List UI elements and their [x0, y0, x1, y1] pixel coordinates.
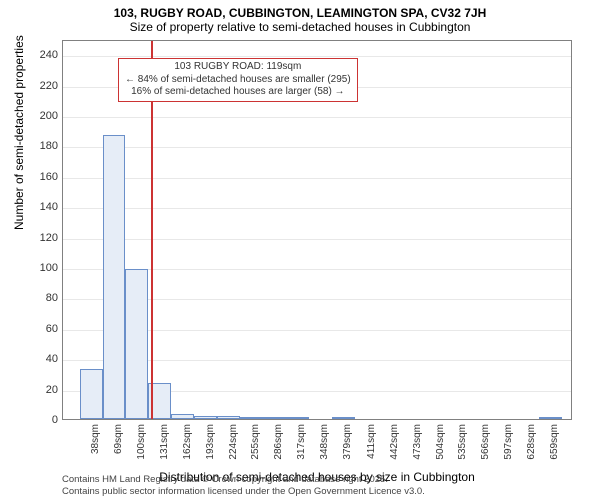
y-tick-label: 120	[18, 233, 58, 243]
chart-title-line1: 103, RUGBY ROAD, CUBBINGTON, LEAMINGTON …	[0, 0, 600, 20]
y-axis-label: Number of semi-detached properties	[12, 35, 26, 230]
x-tick-label: 473sqm	[412, 424, 423, 464]
histogram-bar	[171, 414, 194, 419]
histogram-bar	[332, 417, 355, 419]
x-tick-label: 348sqm	[319, 424, 330, 464]
histogram-bar	[286, 417, 309, 419]
x-tick-label: 317sqm	[296, 424, 307, 464]
gridline	[63, 147, 571, 148]
y-tick-label: 140	[18, 202, 58, 212]
y-tick-label: 180	[18, 141, 58, 151]
x-tick-label: 566sqm	[480, 424, 491, 464]
annotation-line: 103 RUGBY ROAD: 119sqm	[125, 61, 351, 74]
credits-line1: Contains HM Land Registry data © Crown c…	[62, 474, 425, 485]
y-tick-label: 60	[18, 324, 58, 334]
x-tick-label: 224sqm	[228, 424, 239, 464]
y-tick-label: 100	[18, 263, 58, 273]
histogram-bar	[539, 417, 562, 419]
y-tick-label: 20	[18, 385, 58, 395]
histogram-bar	[194, 416, 217, 419]
x-tick-label: 255sqm	[250, 424, 261, 464]
histogram-bar	[103, 135, 126, 419]
chart-title-line2: Size of property relative to semi-detach…	[0, 20, 600, 38]
x-tick-label: 286sqm	[273, 424, 284, 464]
y-tick-label: 80	[18, 293, 58, 303]
x-tick-label: 535sqm	[457, 424, 468, 464]
y-tick-label: 40	[18, 354, 58, 364]
y-tick-label: 0	[18, 415, 58, 425]
x-tick-label: 38sqm	[90, 424, 101, 464]
gridline	[63, 117, 571, 118]
y-tick-label: 200	[18, 111, 58, 121]
histogram-bar	[240, 417, 263, 419]
histogram-bar	[125, 269, 148, 419]
plot-region: 103 RUGBY ROAD: 119sqm← 84% of semi-deta…	[62, 40, 572, 420]
gridline	[63, 178, 571, 179]
x-tick-label: 379sqm	[342, 424, 353, 464]
x-tick-label: 162sqm	[182, 424, 193, 464]
y-tick-label: 220	[18, 81, 58, 91]
credits: Contains HM Land Registry data © Crown c…	[62, 474, 425, 497]
x-tick-label: 597sqm	[503, 424, 514, 464]
chart-area: 103 RUGBY ROAD: 119sqm← 84% of semi-deta…	[62, 40, 572, 420]
gridline	[63, 208, 571, 209]
histogram-bar	[263, 417, 286, 419]
x-tick-label: 100sqm	[136, 424, 147, 464]
gridline	[63, 239, 571, 240]
annotation-box: 103 RUGBY ROAD: 119sqm← 84% of semi-deta…	[118, 58, 358, 102]
x-tick-label: 659sqm	[549, 424, 560, 464]
y-tick-label: 160	[18, 172, 58, 182]
x-tick-label: 69sqm	[113, 424, 124, 464]
x-tick-label: 442sqm	[389, 424, 400, 464]
annotation-line: ← 84% of semi-detached houses are smalle…	[125, 74, 351, 87]
x-tick-label: 131sqm	[159, 424, 170, 464]
y-tick-label: 240	[18, 50, 58, 60]
x-tick-label: 193sqm	[205, 424, 216, 464]
histogram-bar	[217, 416, 240, 419]
x-tick-label: 504sqm	[435, 424, 446, 464]
histogram-bar	[80, 369, 103, 419]
credits-line2: Contains public sector information licen…	[62, 486, 425, 497]
x-tick-label: 628sqm	[526, 424, 537, 464]
annotation-line: 16% of semi-detached houses are larger (…	[125, 86, 351, 99]
x-tick-label: 411sqm	[366, 424, 377, 464]
